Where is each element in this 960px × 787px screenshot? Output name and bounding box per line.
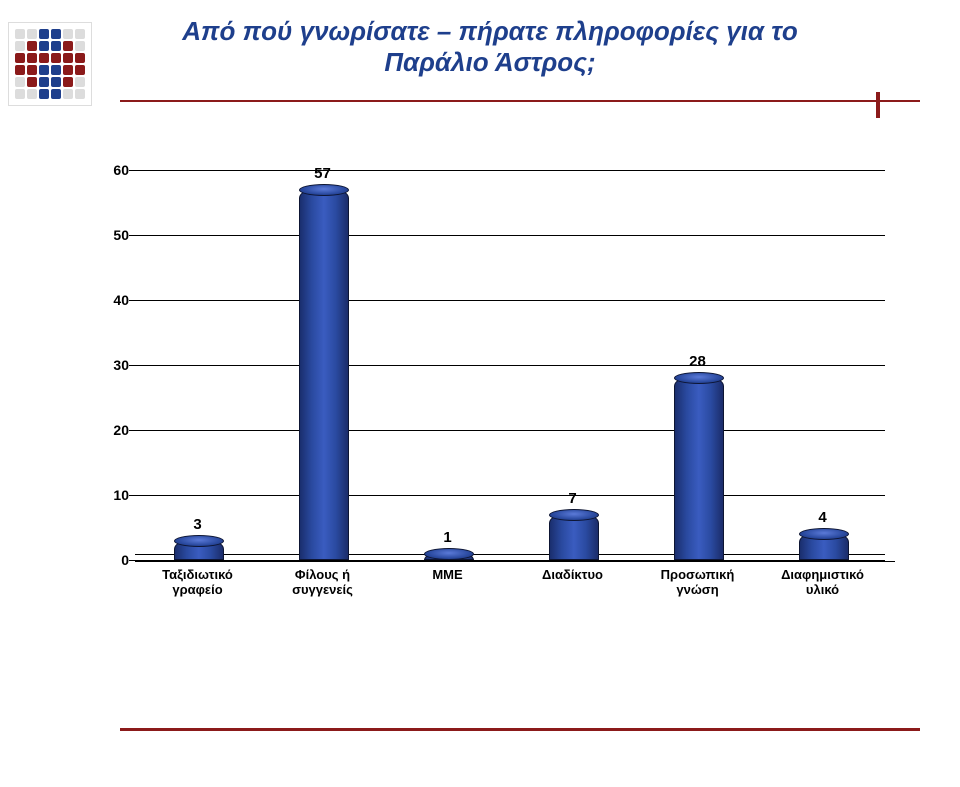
gridline (135, 365, 885, 366)
x-category-label: Διαφημιστικόυλικό (760, 568, 885, 598)
gridline (135, 300, 885, 301)
y-tick-label: 0 (105, 552, 129, 568)
gridline (135, 495, 885, 496)
bar-value-label: 3 (193, 516, 201, 533)
gridline (135, 170, 885, 171)
y-tick-label: 30 (105, 357, 129, 373)
page-title: Από πού γνωρίσατε – πήρατε πληροφορίες γ… (120, 16, 860, 78)
x-category-label: Ταξιδιωτικόγραφείο (135, 568, 260, 598)
gridline (135, 430, 885, 431)
bar: 1 (424, 170, 472, 560)
bar: 3 (174, 170, 222, 560)
y-tick-label: 40 (105, 292, 129, 308)
footer-rule (120, 728, 920, 731)
bar: 7 (549, 170, 597, 560)
bar-value-label: 4 (818, 509, 826, 526)
bar-value-label: 28 (689, 353, 706, 370)
header-rule-marker (876, 92, 880, 118)
bar-value-label: 7 (568, 490, 576, 507)
bar: 28 (674, 170, 722, 560)
sources-bar-chart: 01020304050603Ταξιδιωτικόγραφείο57Φίλους… (95, 170, 885, 620)
bar-value-label: 1 (443, 529, 451, 546)
title-line-2: Παράλιο Άστρος; (120, 47, 860, 78)
bar: 4 (799, 170, 847, 560)
x-category-label: Προσωπικήγνώση (635, 568, 760, 598)
x-category-label: Φίλους ήσυγγενείς (260, 568, 385, 598)
bar: 57 (299, 170, 347, 560)
y-tick-label: 10 (105, 487, 129, 503)
x-category-label: Διαδίκτυο (510, 568, 635, 583)
title-line-1: Από πού γνωρίσατε – πήρατε πληροφορίες γ… (120, 16, 860, 47)
gridline (135, 560, 885, 562)
x-category-label: ΜΜΕ (385, 568, 510, 583)
brand-logo (8, 22, 92, 106)
header-rule (120, 100, 920, 114)
y-tick-label: 60 (105, 162, 129, 178)
y-tick-label: 50 (105, 227, 129, 243)
y-tick-label: 20 (105, 422, 129, 438)
chart-plot-area: 01020304050603Ταξιδιωτικόγραφείο57Φίλους… (135, 170, 885, 560)
gridline (135, 235, 885, 236)
bar-value-label: 57 (314, 165, 331, 182)
